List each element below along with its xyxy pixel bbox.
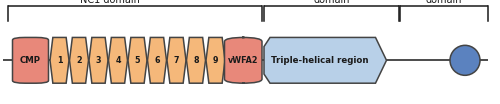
Text: 8: 8: [193, 56, 199, 65]
Text: 5: 5: [135, 56, 140, 65]
Text: collagenous
domain: collagenous domain: [302, 0, 360, 5]
Text: 6: 6: [154, 56, 160, 65]
Text: NC2
domain: NC2 domain: [426, 0, 462, 5]
Polygon shape: [108, 37, 128, 83]
Polygon shape: [148, 37, 167, 83]
Polygon shape: [89, 37, 108, 83]
Polygon shape: [128, 37, 147, 83]
Text: vWFA2: vWFA2: [228, 56, 258, 65]
Polygon shape: [50, 37, 69, 83]
Text: Triple-helical region: Triple-helical region: [271, 56, 368, 65]
Polygon shape: [264, 37, 386, 83]
Polygon shape: [70, 37, 88, 83]
FancyBboxPatch shape: [224, 37, 262, 83]
Text: CMP: CMP: [20, 56, 41, 65]
Polygon shape: [206, 37, 225, 83]
Text: 4: 4: [115, 56, 121, 65]
Text: 9: 9: [213, 56, 218, 65]
Text: 7: 7: [174, 56, 179, 65]
Text: NC1 domain: NC1 domain: [80, 0, 140, 5]
Text: 3: 3: [96, 56, 101, 65]
Polygon shape: [186, 37, 206, 83]
Text: 1: 1: [57, 56, 62, 65]
Text: 2: 2: [76, 56, 82, 65]
FancyBboxPatch shape: [12, 37, 49, 83]
Polygon shape: [167, 37, 186, 83]
Ellipse shape: [450, 45, 480, 75]
